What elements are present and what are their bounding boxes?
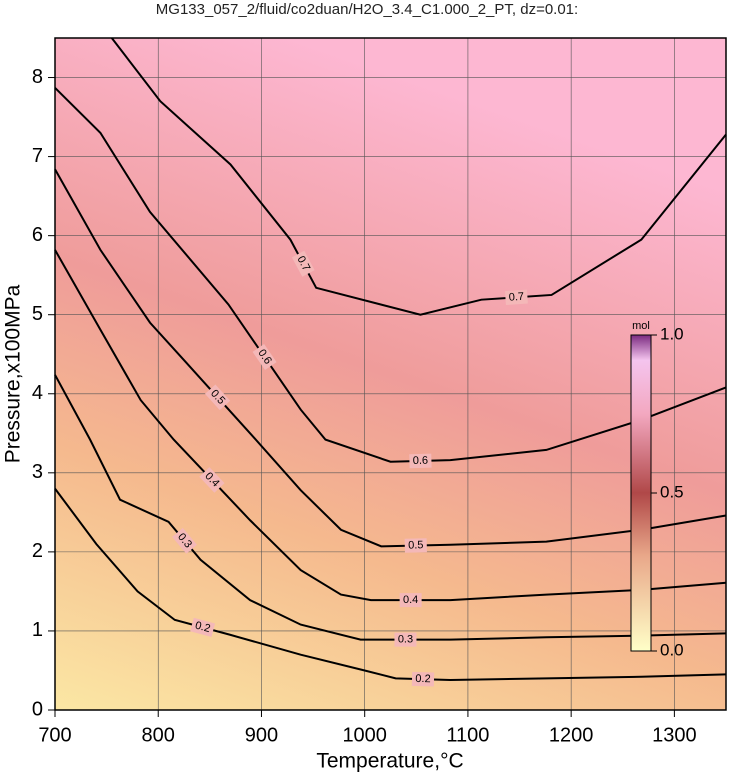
x-axis-label: Temperature,°C bbox=[316, 750, 463, 773]
colorbar-tick-label: 1.0 bbox=[660, 324, 684, 343]
contour-label: 0.5 bbox=[408, 539, 424, 551]
y-tick-label: 7 bbox=[32, 145, 43, 167]
colorbar-label: mol bbox=[632, 320, 650, 332]
contour-line bbox=[54, 488, 727, 681]
plot-frame bbox=[54, 37, 727, 711]
contour-label-bg bbox=[199, 467, 225, 493]
contour-label: 0.7 bbox=[508, 291, 524, 304]
contour-line bbox=[110, 37, 727, 316]
contour-line bbox=[54, 168, 727, 548]
y-tick-label: 1 bbox=[32, 619, 43, 641]
contour-label: 0.2 bbox=[194, 620, 212, 636]
colorbar-tick-label: 0.5 bbox=[660, 482, 684, 501]
contour-label: 0.4 bbox=[403, 594, 418, 606]
x-tick-label: 900 bbox=[245, 724, 278, 746]
chart-title: MG133_057_2/fluid/co2duan/H2O_3.4_C1.000… bbox=[156, 1, 578, 18]
contour-label-bg bbox=[252, 343, 277, 371]
contour-label-bg bbox=[404, 538, 427, 553]
contour-label-bg bbox=[190, 617, 216, 638]
x-tick-label: 1300 bbox=[652, 724, 697, 746]
contour-label-bg bbox=[291, 250, 315, 277]
x-tick-label: 800 bbox=[142, 724, 175, 746]
colorbar bbox=[630, 334, 652, 652]
contour-label-bg bbox=[394, 632, 417, 647]
y-tick-label: 6 bbox=[32, 224, 43, 246]
y-tick-label: 8 bbox=[32, 66, 43, 88]
y-tick-label: 3 bbox=[32, 461, 43, 483]
contour-label-bg bbox=[409, 453, 432, 469]
contour-label-bg bbox=[411, 671, 435, 687]
x-tick-label: 1000 bbox=[342, 724, 387, 746]
x-tick-label: 1200 bbox=[549, 724, 594, 746]
contour-label: 0.2 bbox=[415, 673, 431, 685]
contour-line bbox=[54, 374, 727, 641]
y-tick-label: 4 bbox=[32, 382, 43, 404]
contour-line bbox=[54, 249, 727, 602]
contour-label-bg bbox=[504, 289, 528, 306]
y-tick-label: 0 bbox=[32, 698, 43, 720]
x-tick-label: 1100 bbox=[446, 724, 489, 746]
x-tick-label: 700 bbox=[38, 724, 71, 746]
y-axis-label: Pressure,x100MPa bbox=[2, 284, 25, 463]
contour-label-bg bbox=[205, 384, 231, 411]
contour-label: 0.6 bbox=[413, 455, 429, 467]
contour-label: 0.3 bbox=[398, 634, 413, 646]
field-background bbox=[55, 38, 726, 710]
contour-label-bg bbox=[399, 593, 422, 608]
contour-line bbox=[54, 87, 727, 463]
y-tick-label: 5 bbox=[32, 303, 43, 325]
colorbar-tick-label: 0.0 bbox=[660, 640, 684, 659]
y-tick-label: 2 bbox=[32, 540, 43, 562]
contour-label-bg bbox=[172, 527, 197, 554]
